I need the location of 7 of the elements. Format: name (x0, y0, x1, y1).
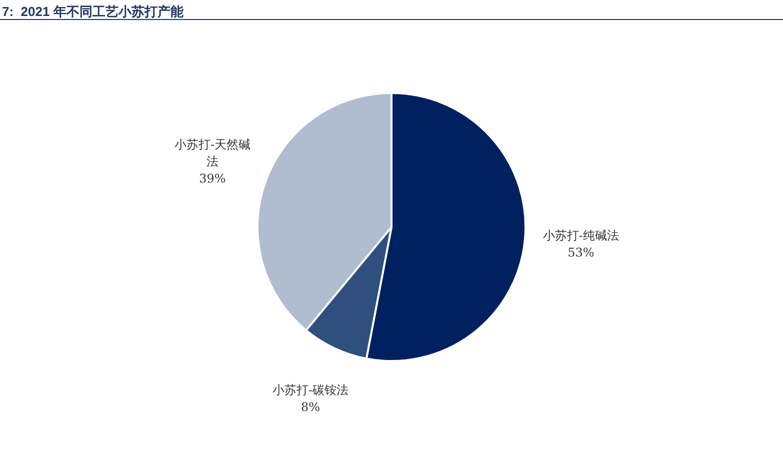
chart-title: 7: 2021 年不同工艺小苏打产能 (0, 0, 783, 20)
slice-label: 小苏打-碳铵法 (272, 382, 349, 397)
data-label: 8% (300, 400, 320, 414)
data-label: 39% (199, 172, 226, 186)
data-label: 53% (568, 246, 594, 260)
slice-label: 小苏打-天然碱法 (174, 138, 250, 169)
slice-label: 小苏打-纯碱法 (542, 228, 619, 243)
